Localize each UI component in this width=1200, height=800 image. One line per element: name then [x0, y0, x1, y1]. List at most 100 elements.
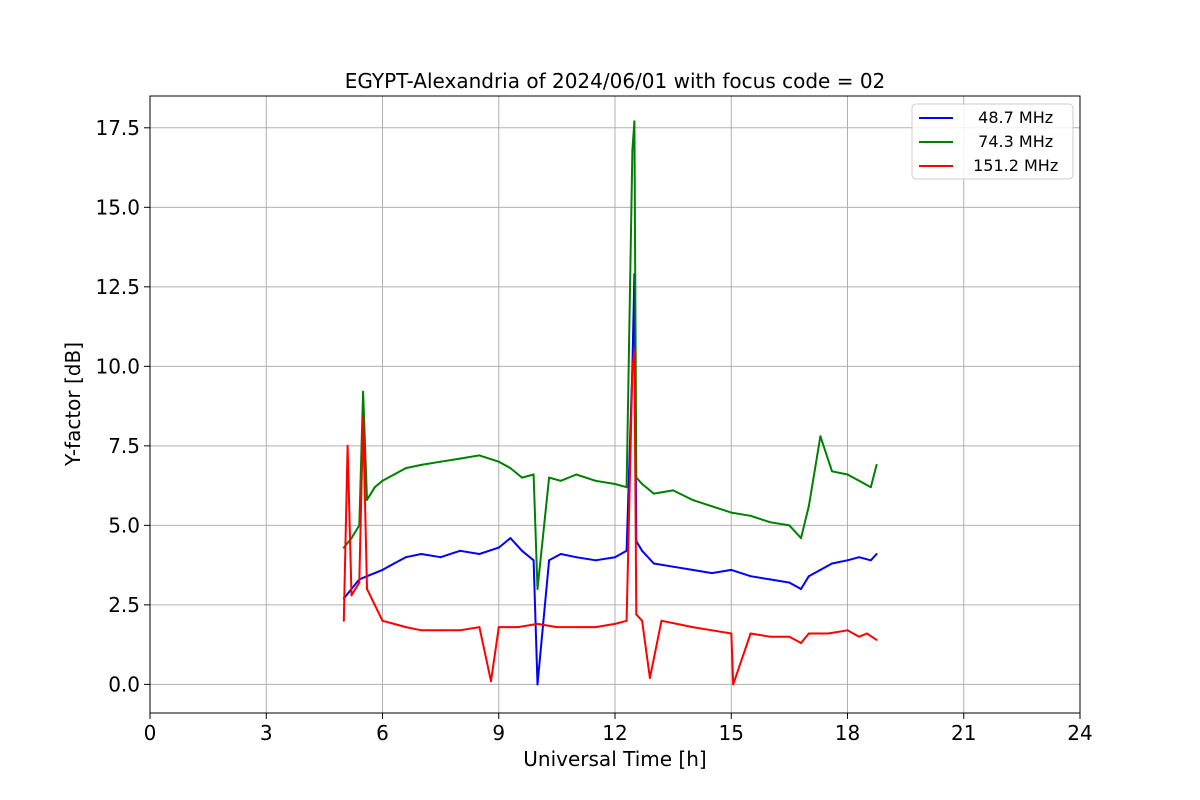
data-point — [559, 479, 562, 482]
data-point — [875, 553, 878, 555]
data-point — [846, 629, 849, 632]
data-point — [625, 549, 628, 552]
legend-label: 48.7 MHz — [968, 108, 1053, 127]
legend-label: 74.3 MHz — [968, 132, 1053, 151]
data-point — [691, 498, 694, 501]
legend-item[interactable]: 74.3 MHz — [919, 132, 1053, 151]
data-point — [342, 546, 345, 549]
data-point — [548, 559, 551, 562]
data-point — [819, 568, 822, 571]
data-point — [625, 619, 628, 622]
data-point — [730, 568, 733, 571]
data-point — [676, 622, 678, 625]
data-point — [831, 470, 833, 473]
data-point — [404, 626, 407, 629]
data-point — [404, 556, 407, 559]
y-tick-label: 15.0 — [95, 195, 140, 219]
y-axis-label: Y-factor [dB] — [61, 342, 85, 467]
data-point — [559, 553, 562, 555]
legend-item[interactable]: 151.2 MHz — [919, 156, 1058, 175]
data-point — [478, 454, 481, 457]
legend-label: 151.2 MHz — [968, 156, 1058, 175]
data-point — [631, 149, 634, 152]
y-tick-label: 17.5 — [95, 116, 140, 140]
data-point — [490, 680, 492, 683]
data-point — [439, 556, 442, 559]
data-point — [373, 486, 376, 489]
y-tick-label: 5.0 — [108, 513, 140, 537]
data-point — [858, 556, 861, 559]
data-point — [536, 588, 539, 590]
series-lines — [342, 120, 878, 686]
data-point — [555, 626, 558, 629]
data-point — [614, 556, 616, 559]
data-point — [788, 581, 791, 584]
data-point — [869, 486, 872, 489]
data-point — [420, 629, 423, 632]
data-point — [354, 588, 357, 590]
data-point — [509, 467, 512, 470]
data-point — [439, 460, 442, 463]
data-point — [749, 514, 752, 517]
data-point — [362, 390, 365, 393]
data-point — [807, 632, 810, 635]
data-point — [800, 537, 802, 540]
data-point — [875, 463, 878, 466]
data-point — [819, 435, 822, 438]
data-point — [869, 559, 872, 562]
data-point — [594, 479, 597, 482]
data-point — [366, 588, 368, 590]
data-point — [691, 626, 694, 629]
data-point — [672, 489, 675, 492]
series-line — [343, 120, 878, 590]
data-point — [672, 565, 675, 568]
data-point — [575, 556, 578, 559]
y-tick-label: 7.5 — [108, 434, 140, 458]
x-tick-label: 21 — [951, 721, 976, 745]
data-point — [635, 613, 638, 616]
data-point — [594, 559, 597, 562]
data-point — [459, 549, 461, 552]
x-tick-label: 15 — [719, 721, 744, 745]
data-point — [459, 629, 461, 632]
data-point — [393, 562, 396, 565]
y-tick-label: 10.0 — [95, 354, 140, 378]
data-point — [575, 473, 578, 476]
data-point — [439, 629, 442, 632]
data-point — [614, 622, 616, 625]
data-point — [710, 572, 713, 575]
data-point — [831, 562, 833, 565]
data-point — [800, 642, 802, 644]
data-point — [827, 632, 830, 635]
data-point — [652, 492, 655, 495]
data-point — [730, 632, 733, 635]
data-point — [749, 575, 752, 578]
data-point — [732, 683, 735, 686]
data-point — [536, 622, 539, 625]
data-point — [362, 416, 365, 419]
data-point — [393, 473, 396, 476]
data-point — [875, 638, 878, 641]
data-point — [532, 559, 535, 562]
x-tick-label: 12 — [602, 721, 627, 745]
data-point — [846, 473, 849, 476]
data-point — [800, 588, 802, 590]
data-point — [497, 626, 500, 629]
data-point — [660, 619, 663, 622]
data-point — [497, 460, 500, 463]
data-point — [648, 677, 651, 679]
data-point — [858, 635, 861, 638]
axis-ticks: 0 3 6 9 12 15 18 21 24 0.0 2.5 5.0 7.5 10.0 12.5 15.0 17… — [95, 116, 1092, 745]
data-point — [641, 619, 644, 622]
legend-item[interactable]: 48.7 MHz — [919, 108, 1053, 127]
data-point — [420, 553, 423, 555]
data-point — [342, 619, 345, 622]
legend[interactable]: 48.7 MHz 74.3 MHz 151.2 MHz — [911, 103, 1074, 180]
data-point — [788, 635, 791, 638]
series-48-7-mhz — [342, 273, 878, 686]
data-point — [393, 622, 396, 625]
data-point — [517, 626, 520, 629]
data-point — [532, 473, 535, 476]
data-point — [858, 479, 861, 482]
